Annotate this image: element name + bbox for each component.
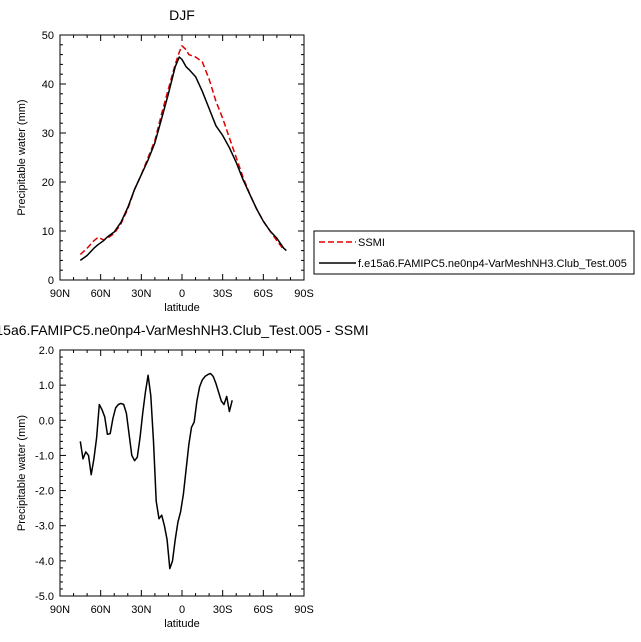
legend-entry-label: f.e15a6.FAMIPC5.ne0np4-VarMeshNH3.Club_T… bbox=[358, 258, 627, 270]
y-tick-label: 10 bbox=[42, 226, 54, 238]
x-tick-label: 90N bbox=[50, 604, 70, 616]
y-tick-label: -4.0 bbox=[35, 556, 54, 568]
chart-title: DJF bbox=[169, 7, 195, 23]
plot-frame bbox=[59, 349, 305, 597]
series-line bbox=[79, 372, 233, 570]
chart-title: 15a6.FAMIPC5.ne0np4-VarMeshNH3.Club_Test… bbox=[0, 322, 369, 338]
x-tick-label: 0 bbox=[179, 604, 185, 616]
x-tick-label: 90S bbox=[294, 288, 314, 300]
y-tick-label: 30 bbox=[42, 128, 54, 140]
x-tick-label: 60S bbox=[254, 288, 274, 300]
series-line bbox=[79, 56, 287, 262]
y-tick-label: -5.0 bbox=[35, 591, 54, 603]
x-axis-label: latitude bbox=[164, 618, 199, 630]
y-tick-label: 50 bbox=[42, 30, 54, 42]
x-tick-label: 90N bbox=[50, 288, 70, 300]
x-tick-label: 90S bbox=[294, 604, 314, 616]
y-tick-label: -2.0 bbox=[35, 486, 54, 498]
x-tick-label: 30N bbox=[131, 288, 151, 300]
plot-frame bbox=[59, 34, 305, 281]
x-tick-label: 60S bbox=[254, 604, 274, 616]
x-tick-label: 60N bbox=[91, 288, 111, 300]
y-tick-label: 2.0 bbox=[39, 345, 54, 357]
x-tick-label: 60N bbox=[91, 604, 111, 616]
y-tick-label: 40 bbox=[42, 79, 54, 91]
y-tick-label: 1.0 bbox=[39, 380, 54, 392]
x-tick-label: 30S bbox=[213, 288, 233, 300]
x-axis-label: latitude bbox=[164, 302, 199, 314]
y-tick-label: -3.0 bbox=[35, 521, 54, 533]
y-tick-label: 0 bbox=[48, 275, 54, 287]
x-tick-label: 30S bbox=[213, 604, 233, 616]
y-tick-label: 20 bbox=[42, 177, 54, 189]
legend-box bbox=[313, 230, 635, 275]
x-tick-label: 0 bbox=[179, 288, 185, 300]
y-tick-label: -1.0 bbox=[35, 450, 54, 462]
x-tick-label: 30N bbox=[131, 604, 151, 616]
y-axis-label: Precipitable water (mm) bbox=[16, 99, 28, 215]
y-tick-label: 0.0 bbox=[39, 415, 54, 427]
legend-entry-label: SSMI bbox=[358, 237, 385, 249]
y-axis-label: Precipitable water (mm) bbox=[16, 415, 28, 531]
series-line bbox=[79, 45, 285, 256]
